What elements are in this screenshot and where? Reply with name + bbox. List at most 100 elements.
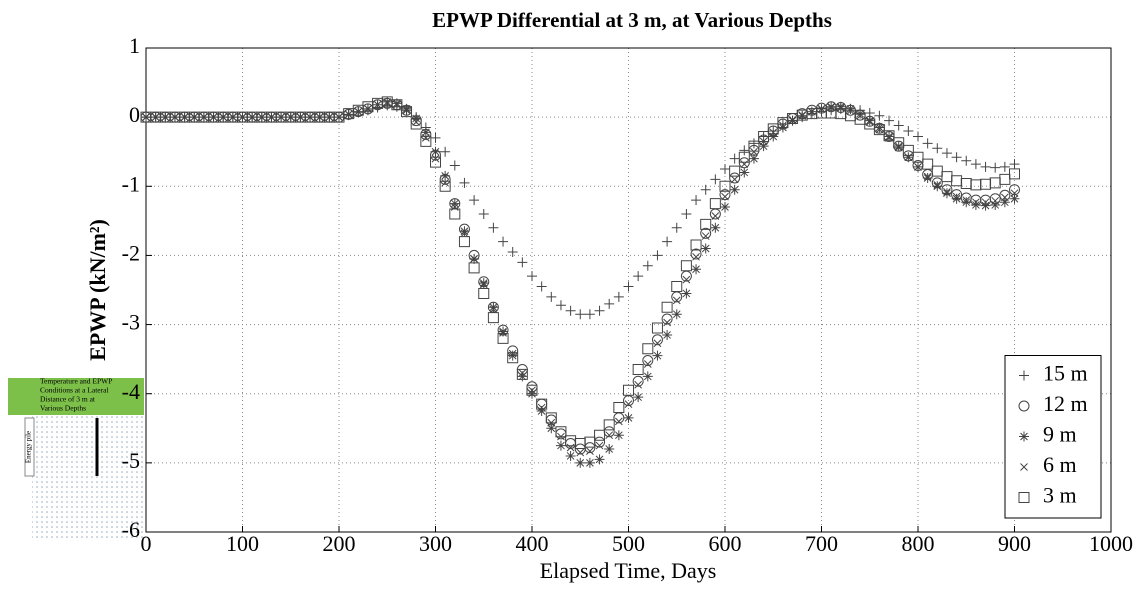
data-point (643, 360, 652, 368)
data-point (1009, 193, 1020, 204)
x-tick-label: 600 (709, 531, 742, 556)
data-point (952, 192, 961, 201)
data-point (691, 264, 702, 275)
data-point (507, 352, 519, 364)
data-point (555, 440, 566, 451)
data-point (623, 412, 634, 423)
data-point (642, 371, 653, 382)
data-point (498, 236, 509, 247)
data-point (594, 454, 605, 465)
data-point (238, 113, 247, 121)
data-point (200, 113, 208, 121)
data-point (980, 161, 991, 172)
data-point (142, 113, 150, 121)
data-point (671, 309, 682, 320)
inset-caption: Distance of 3 m at (40, 395, 96, 404)
data-point (430, 156, 441, 168)
data-point (941, 148, 952, 159)
data-point (922, 172, 933, 183)
data-point (209, 113, 218, 121)
data-point (680, 260, 692, 272)
inset-caption: Conditions at a Lateral (40, 386, 109, 395)
data-point (893, 120, 904, 131)
inset-banner (8, 378, 144, 415)
data-point (990, 162, 1001, 173)
data-point (507, 345, 519, 357)
data-point (594, 305, 605, 316)
data-point (1009, 168, 1020, 180)
data-point (739, 167, 750, 178)
data-point (508, 349, 517, 358)
data-point (767, 123, 779, 135)
data-point (372, 97, 384, 109)
data-point (468, 262, 480, 274)
y-tick-label: 0 (129, 102, 140, 127)
data-point (980, 178, 992, 190)
data-point (719, 189, 731, 201)
data-point (864, 115, 875, 126)
data-point (748, 153, 759, 164)
y-tick-label: -1 (122, 171, 140, 196)
data-point (681, 208, 692, 219)
data-point (526, 384, 538, 396)
data-point (903, 125, 914, 136)
legend-label: 6 m (1043, 452, 1077, 477)
data-point (1009, 184, 1021, 196)
data-point (440, 170, 451, 181)
data-point (951, 193, 962, 204)
data-point (382, 96, 393, 107)
data-point (458, 223, 470, 235)
data-point (962, 196, 971, 204)
data-point (623, 395, 635, 407)
data-point (489, 305, 498, 314)
inset-pile-label: Energy pile (25, 431, 33, 463)
data-point (835, 101, 846, 112)
data-point (624, 400, 633, 408)
data-point (729, 153, 740, 164)
chart-title: EPWP Differential at 3 m, at Various Dep… (432, 8, 832, 32)
data-point (662, 329, 673, 340)
data-point (729, 165, 741, 177)
data-point (594, 436, 606, 448)
data-point (335, 113, 343, 121)
data-point (681, 288, 692, 299)
data-point (768, 131, 779, 142)
data-point (738, 151, 750, 163)
data-point (440, 146, 451, 157)
data-point (623, 281, 634, 292)
legend-marker (1020, 463, 1028, 471)
data-point (970, 199, 981, 210)
legend-marker (1019, 370, 1029, 381)
data-point (497, 332, 509, 344)
data-point (325, 113, 334, 121)
data-point (470, 255, 478, 263)
data-point (604, 444, 615, 455)
inset-caption: Temperature and EPWP (40, 377, 112, 386)
x-tick-label: 300 (419, 531, 452, 556)
data-point (730, 175, 739, 184)
data-point (941, 184, 953, 196)
data-point (634, 380, 643, 389)
data-point (296, 113, 305, 121)
data-point (536, 406, 547, 416)
data-point (537, 403, 546, 412)
legend-marker (1019, 431, 1029, 442)
data-point (546, 423, 557, 434)
data-point (516, 368, 528, 380)
data-point (692, 252, 700, 261)
data-point (758, 141, 769, 152)
x-tick-label: 400 (516, 531, 549, 556)
data-point (923, 172, 932, 181)
x-tick-label: 0 (141, 531, 152, 556)
data-point (488, 222, 499, 233)
data-point (584, 457, 595, 468)
data-point (836, 104, 845, 113)
legend-label: 12 m (1043, 391, 1088, 416)
data-point (671, 281, 683, 293)
data-point (565, 305, 576, 316)
data-point (970, 179, 982, 191)
data-point (458, 236, 470, 248)
data-point (701, 232, 710, 240)
data-point (932, 143, 943, 154)
data-point (922, 138, 933, 149)
